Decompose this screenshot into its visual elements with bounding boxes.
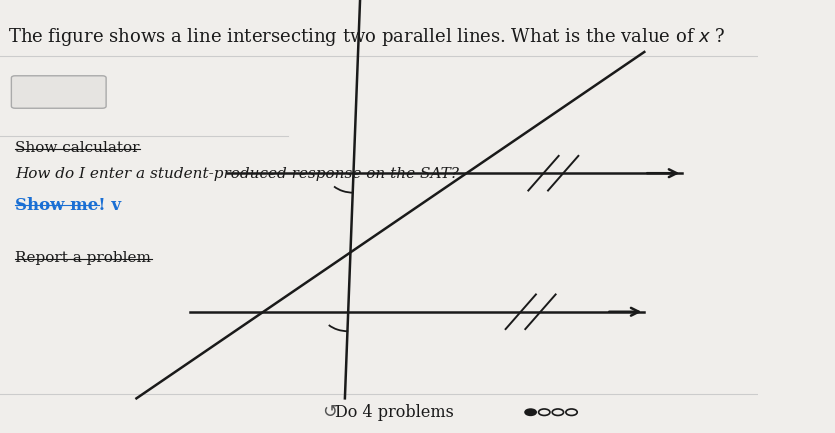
Text: Do 4 problems: Do 4 problems — [335, 404, 453, 421]
Text: Show me! v: Show me! v — [15, 197, 121, 214]
Text: How do I enter a student-produced response on the SAT?: How do I enter a student-produced respon… — [15, 167, 459, 181]
Text: Report a problem: Report a problem — [15, 251, 151, 265]
Circle shape — [525, 409, 536, 416]
Text: ↺: ↺ — [322, 403, 337, 421]
Text: Show calculator: Show calculator — [15, 141, 139, 155]
FancyBboxPatch shape — [12, 76, 106, 108]
Text: The figure shows a line intersecting two parallel lines. What is the value of $x: The figure shows a line intersecting two… — [8, 26, 726, 48]
